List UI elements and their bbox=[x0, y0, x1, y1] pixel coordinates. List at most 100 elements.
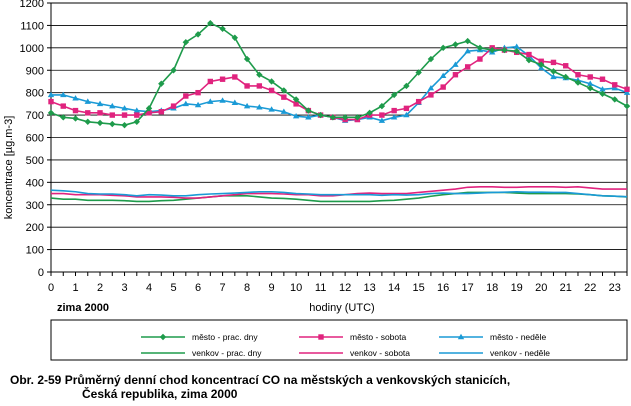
data-point bbox=[60, 91, 67, 98]
data-point bbox=[563, 63, 569, 69]
data-point bbox=[281, 94, 287, 100]
y-tick-label: 800 bbox=[26, 88, 44, 100]
data-point bbox=[452, 41, 459, 48]
data-point bbox=[587, 80, 594, 86]
data-point bbox=[599, 76, 606, 82]
data-point bbox=[599, 86, 606, 92]
x-axis-label: hodiny (UTC) bbox=[309, 302, 374, 314]
gridlines bbox=[51, 2, 627, 273]
data-point bbox=[403, 105, 410, 112]
x-tick-label: 21 bbox=[560, 282, 572, 294]
data-point bbox=[611, 84, 618, 91]
series-1 bbox=[50, 191, 628, 203]
x-tick-label: 8 bbox=[244, 282, 250, 294]
data-point bbox=[525, 56, 533, 64]
data-point bbox=[378, 102, 386, 110]
data-point bbox=[243, 102, 251, 109]
legend-label: město - prac. dny bbox=[192, 332, 258, 342]
y-tick-label: 600 bbox=[26, 133, 44, 145]
y-axis-label: koncentrace [µg.m-3] bbox=[3, 116, 15, 220]
data-point bbox=[231, 99, 239, 105]
y-tick-label: 900 bbox=[26, 65, 44, 77]
data-point bbox=[183, 93, 189, 99]
x-tick-label: 6 bbox=[195, 282, 201, 294]
data-point bbox=[513, 47, 520, 55]
season-note: zima 2000 bbox=[57, 302, 109, 314]
y-tick-label: 100 bbox=[26, 245, 44, 257]
data-point bbox=[256, 71, 263, 78]
x-tick-label: 12 bbox=[339, 282, 351, 294]
data-point bbox=[488, 46, 496, 54]
data-point bbox=[427, 84, 435, 91]
data-point bbox=[477, 56, 483, 62]
data-point bbox=[452, 61, 459, 67]
data-point bbox=[97, 110, 103, 116]
data-point bbox=[232, 74, 238, 80]
data-point bbox=[513, 43, 520, 49]
data-point bbox=[587, 84, 594, 92]
data-point bbox=[268, 78, 275, 85]
x-tick-label: 14 bbox=[388, 282, 400, 294]
x-tick-label: 0 bbox=[48, 282, 54, 294]
data-point bbox=[96, 100, 104, 107]
data-point bbox=[194, 101, 202, 108]
y-tick-label: 400 bbox=[26, 177, 44, 189]
data-point bbox=[305, 107, 312, 114]
data-point bbox=[501, 46, 508, 54]
x-tick-label: 23 bbox=[609, 282, 621, 294]
data-point bbox=[280, 87, 288, 94]
caption-line-2: Česká republika, zima 2000 bbox=[82, 387, 238, 401]
x-tick-label: 7 bbox=[220, 282, 226, 294]
data-point bbox=[182, 39, 190, 46]
series-5 bbox=[50, 189, 628, 198]
data-point bbox=[109, 120, 116, 128]
x-tick-label: 15 bbox=[413, 282, 425, 294]
legend-label: venkov - sobota bbox=[350, 348, 410, 358]
y-tick-label: 700 bbox=[26, 110, 44, 122]
data-point bbox=[219, 25, 226, 32]
data-point bbox=[427, 55, 435, 63]
x-tick-label: 16 bbox=[437, 282, 449, 294]
data-point bbox=[293, 101, 299, 107]
data-point bbox=[292, 113, 300, 119]
data-point bbox=[562, 73, 569, 81]
legend-item: město - prac. dny bbox=[141, 332, 258, 342]
x-tick-label: 3 bbox=[121, 282, 127, 294]
data-point bbox=[72, 95, 79, 101]
series-0 bbox=[47, 19, 631, 129]
data-point bbox=[390, 91, 398, 99]
x-tick-label: 22 bbox=[584, 282, 596, 294]
data-point bbox=[145, 105, 153, 112]
data-point bbox=[329, 114, 337, 121]
data-point bbox=[440, 84, 446, 90]
data-point bbox=[256, 83, 263, 89]
x-tick-label: 5 bbox=[170, 282, 176, 294]
data-point bbox=[280, 108, 288, 114]
data-point bbox=[158, 80, 165, 87]
data-point bbox=[415, 98, 422, 105]
data-point bbox=[121, 121, 128, 129]
data-point bbox=[379, 112, 385, 118]
data-point bbox=[121, 105, 128, 111]
x-tick-label: 20 bbox=[535, 282, 547, 294]
data-point bbox=[194, 31, 202, 38]
y-tick-label: 1100 bbox=[20, 20, 44, 32]
data-point bbox=[207, 98, 214, 104]
data-point bbox=[599, 90, 606, 97]
data-point bbox=[47, 109, 55, 117]
data-point bbox=[207, 19, 214, 27]
data-point bbox=[550, 68, 557, 75]
axes bbox=[47, 2, 628, 276]
data-point bbox=[464, 37, 471, 45]
data-point bbox=[574, 79, 582, 86]
series-line bbox=[50, 191, 628, 203]
data-point bbox=[476, 44, 484, 52]
data-point bbox=[60, 114, 67, 121]
data-point bbox=[439, 44, 447, 52]
data-point bbox=[134, 112, 140, 118]
series-line bbox=[50, 189, 628, 198]
series-4 bbox=[47, 43, 631, 123]
data-point bbox=[195, 89, 201, 96]
data-point bbox=[72, 115, 79, 122]
